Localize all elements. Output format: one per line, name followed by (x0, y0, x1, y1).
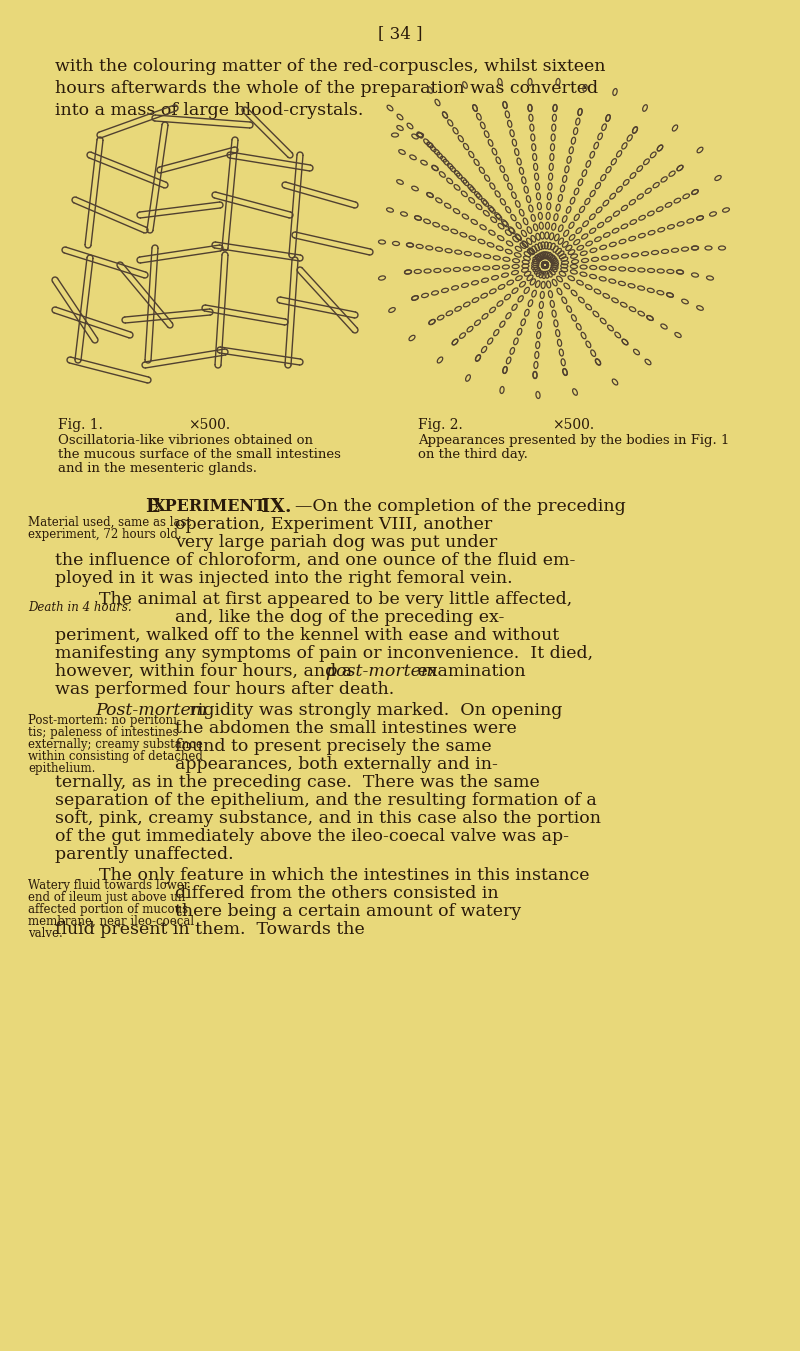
Text: XPERIMENT: XPERIMENT (153, 499, 267, 515)
Text: operation, Experiment VIII, another: operation, Experiment VIII, another (175, 516, 492, 534)
Text: manifesting any symptoms of pain or inconvenience.  It died,: manifesting any symptoms of pain or inco… (55, 644, 593, 662)
Text: with the colouring matter of the red-corpuscles, whilst sixteen: with the colouring matter of the red-cor… (55, 58, 606, 76)
Text: tis; paleness of intestines: tis; paleness of intestines (28, 725, 178, 739)
Text: IX.: IX. (255, 499, 291, 516)
Text: ×500.: ×500. (188, 417, 230, 432)
Text: affected portion of mucous: affected portion of mucous (28, 902, 188, 916)
Text: Material used, same as last: Material used, same as last (28, 516, 191, 530)
Text: found to present precisely the same: found to present precisely the same (175, 738, 492, 755)
Text: The animal at first appeared to be very little affected,: The animal at first appeared to be very … (55, 590, 572, 608)
Text: of the gut immediately above the ileo-coecal valve was ap-: of the gut immediately above the ileo-co… (55, 828, 569, 844)
Text: the mucous surface of the small intestines: the mucous surface of the small intestin… (58, 449, 341, 461)
Text: examination: examination (412, 663, 526, 680)
Text: Death in 4 hours.: Death in 4 hours. (28, 601, 132, 613)
Text: ×500.: ×500. (552, 417, 594, 432)
Text: E: E (145, 499, 159, 516)
Text: within consisting of detached: within consisting of detached (28, 750, 203, 763)
Text: Fig. 1.: Fig. 1. (58, 417, 103, 432)
Text: valve.: valve. (28, 927, 62, 940)
Text: periment, walked off to the kennel with ease and without: periment, walked off to the kennel with … (55, 627, 559, 644)
Text: Appearances presented by the bodies in Fig. 1: Appearances presented by the bodies in F… (418, 434, 730, 447)
Text: the influence of chloroform, and one ounce of the fluid em-: the influence of chloroform, and one oun… (55, 553, 575, 569)
Text: Oscillatoria-like vibriones obtained on: Oscillatoria-like vibriones obtained on (58, 434, 313, 447)
Text: there being a certain amount of watery: there being a certain amount of watery (175, 902, 522, 920)
Text: membrane, near ileo-coecal: membrane, near ileo-coecal (28, 915, 194, 928)
Text: —On the completion of the preceding: —On the completion of the preceding (295, 499, 626, 515)
Text: appearances, both externally and in-: appearances, both externally and in- (175, 757, 498, 773)
Text: Post-mortem: Post-mortem (95, 703, 207, 719)
Text: differed from the others consisted in: differed from the others consisted in (175, 885, 498, 902)
Text: separation of the epithelium, and the resulting formation of a: separation of the epithelium, and the re… (55, 792, 597, 809)
Text: experiment, 72 hours old.: experiment, 72 hours old. (28, 528, 182, 540)
Text: Watery fluid towards lower: Watery fluid towards lower (28, 880, 190, 892)
Text: rigidity was strongly marked.  On opening: rigidity was strongly marked. On opening (184, 703, 562, 719)
Text: and in the mesenteric glands.: and in the mesenteric glands. (58, 462, 257, 476)
Text: end of ileum just above un-: end of ileum just above un- (28, 892, 190, 904)
Text: ployed in it was injected into the right femoral vein.: ployed in it was injected into the right… (55, 570, 513, 586)
Text: Post-mortem: no peritoni-: Post-mortem: no peritoni- (28, 713, 181, 727)
Text: epithelium.: epithelium. (28, 762, 95, 775)
Text: Fig. 2.: Fig. 2. (418, 417, 462, 432)
Text: hours afterwards the whole of the preparation was converted: hours afterwards the whole of the prepar… (55, 80, 598, 97)
Text: The only feature in which the intestines in this instance: The only feature in which the intestines… (55, 867, 590, 884)
Text: was performed four hours after death.: was performed four hours after death. (55, 681, 394, 698)
Text: [ 34 ]: [ 34 ] (378, 26, 422, 42)
Text: soft, pink, creamy substance, and in this case also the portion: soft, pink, creamy substance, and in thi… (55, 811, 601, 827)
Text: and, like the dog of the preceding ex-: and, like the dog of the preceding ex- (175, 609, 504, 626)
Text: into a mass of large blood-crystals.: into a mass of large blood-crystals. (55, 101, 363, 119)
Text: ternally, as in the preceding case.  There was the same: ternally, as in the preceding case. Ther… (55, 774, 540, 790)
Text: on the third day.: on the third day. (418, 449, 528, 461)
Text: parently unaffected.: parently unaffected. (55, 846, 234, 863)
Text: post-mortem: post-mortem (325, 663, 438, 680)
Text: very large pariah dog was put under: very large pariah dog was put under (175, 534, 498, 551)
Text: externally; creamy substance: externally; creamy substance (28, 738, 203, 751)
Text: however, within four hours, and a: however, within four hours, and a (55, 663, 358, 680)
Text: fluid present in them.  Towards the: fluid present in them. Towards the (55, 921, 365, 938)
Text: the abdomen the small intestines were: the abdomen the small intestines were (175, 720, 517, 738)
